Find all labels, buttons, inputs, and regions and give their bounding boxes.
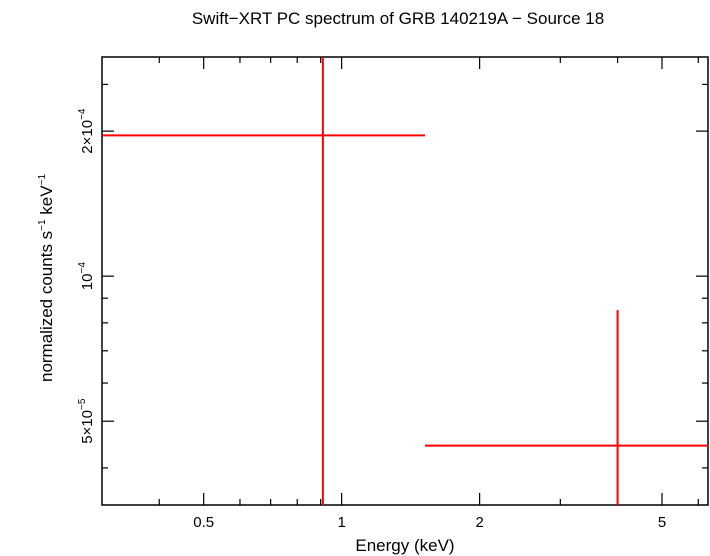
y-axis-label: normalized counts s−1 keV−1 — [37, 174, 56, 382]
plot-frame — [101, 56, 709, 506]
y-tick-label-0: 5×10−5 — [77, 398, 96, 444]
y-tick-labels: 5×10−5 10−4 2×10−4 — [77, 108, 96, 444]
axis-ticks — [102, 57, 708, 505]
x-tick-labels: 0.5 1 2 5 — [193, 514, 666, 531]
x-tick-label-0: 0.5 — [193, 514, 214, 531]
x-axis-label: Energy (keV) — [355, 536, 454, 555]
chart-title: Swift−XRT PC spectrum of GRB 140219A − S… — [192, 9, 604, 28]
x-tick-label-2: 2 — [475, 514, 483, 531]
data-series — [102, 57, 708, 505]
x-tick-label-3: 5 — [658, 514, 666, 531]
x-tick-label-1: 1 — [337, 514, 345, 531]
y-tick-label-2: 2×10−4 — [77, 108, 96, 154]
y-tick-label-1: 10−4 — [77, 262, 96, 291]
